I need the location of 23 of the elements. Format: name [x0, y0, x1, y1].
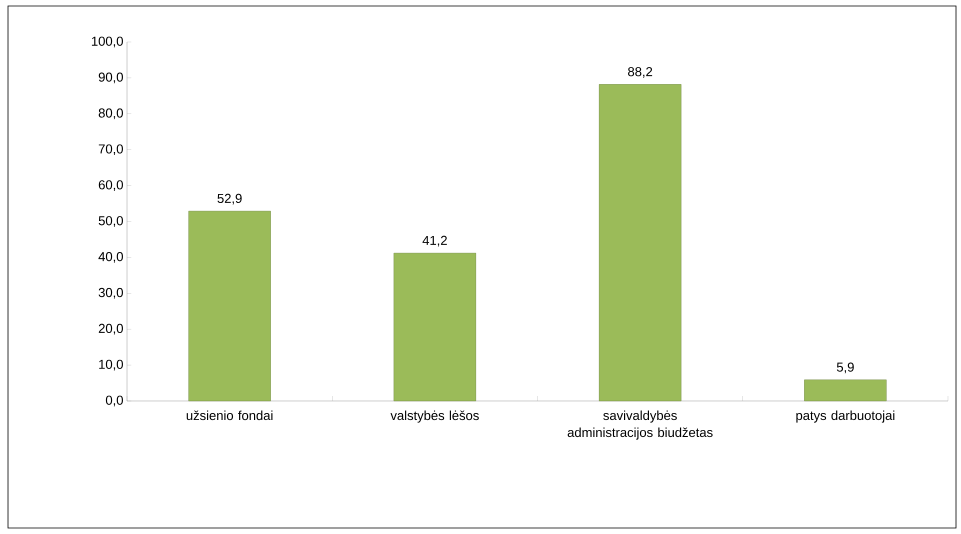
y-tick-label: 60,0: [98, 180, 123, 191]
y-tick-label: 50,0: [98, 216, 123, 227]
bar: [598, 84, 682, 402]
y-tick-label: 70,0: [98, 144, 123, 156]
y-tick-label: 90,0: [98, 72, 123, 84]
y-tick-label: 40,0: [98, 252, 123, 263]
y-tick-label: 10,0: [99, 360, 123, 370]
x-tick-label: užsienio fondai: [186, 410, 272, 420]
bar: [188, 210, 271, 402]
bar: [804, 380, 887, 402]
data-label: 88,2: [628, 67, 652, 78]
y-tick-label: 0,0: [106, 396, 123, 406]
y-tick-label: 20,0: [98, 324, 123, 335]
y-tick-label: 80,0: [98, 108, 123, 120]
x-tick-label: patys darbuotojai: [796, 410, 894, 423]
bar: [394, 252, 476, 402]
x-tick-label: savivaldybės administracijos biudžetas: [568, 410, 713, 440]
data-label: 52,9: [218, 194, 242, 205]
data-label: 5,9: [836, 362, 854, 374]
data-label: 41,2: [422, 236, 447, 247]
y-tick-label: 100,0: [92, 36, 123, 48]
y-tick-label: 30,0: [98, 288, 123, 299]
x-tick-label: valstybės lėšos: [390, 410, 479, 423]
